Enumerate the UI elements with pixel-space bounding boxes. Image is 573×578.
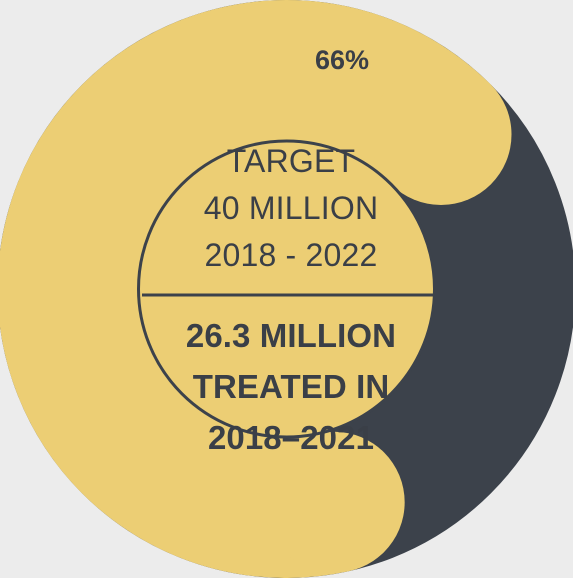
- center-disc: [137, 139, 436, 439]
- result-treated: TREATED IN: [192, 368, 390, 405]
- result-amount: 26.3 MILLION: [185, 317, 397, 354]
- result-period: 2018–2021: [207, 419, 375, 456]
- progress-end-cap: [263, 431, 405, 573]
- ring-progress-arc: [0, 0, 491, 578]
- target-amount: 40 MILLION: [203, 190, 379, 226]
- progress-percent-label: 66%: [314, 45, 370, 75]
- progress-start-cap: [370, 63, 512, 205]
- target-period: 2018 - 2022: [204, 237, 378, 273]
- target-label: TARGET: [226, 143, 356, 179]
